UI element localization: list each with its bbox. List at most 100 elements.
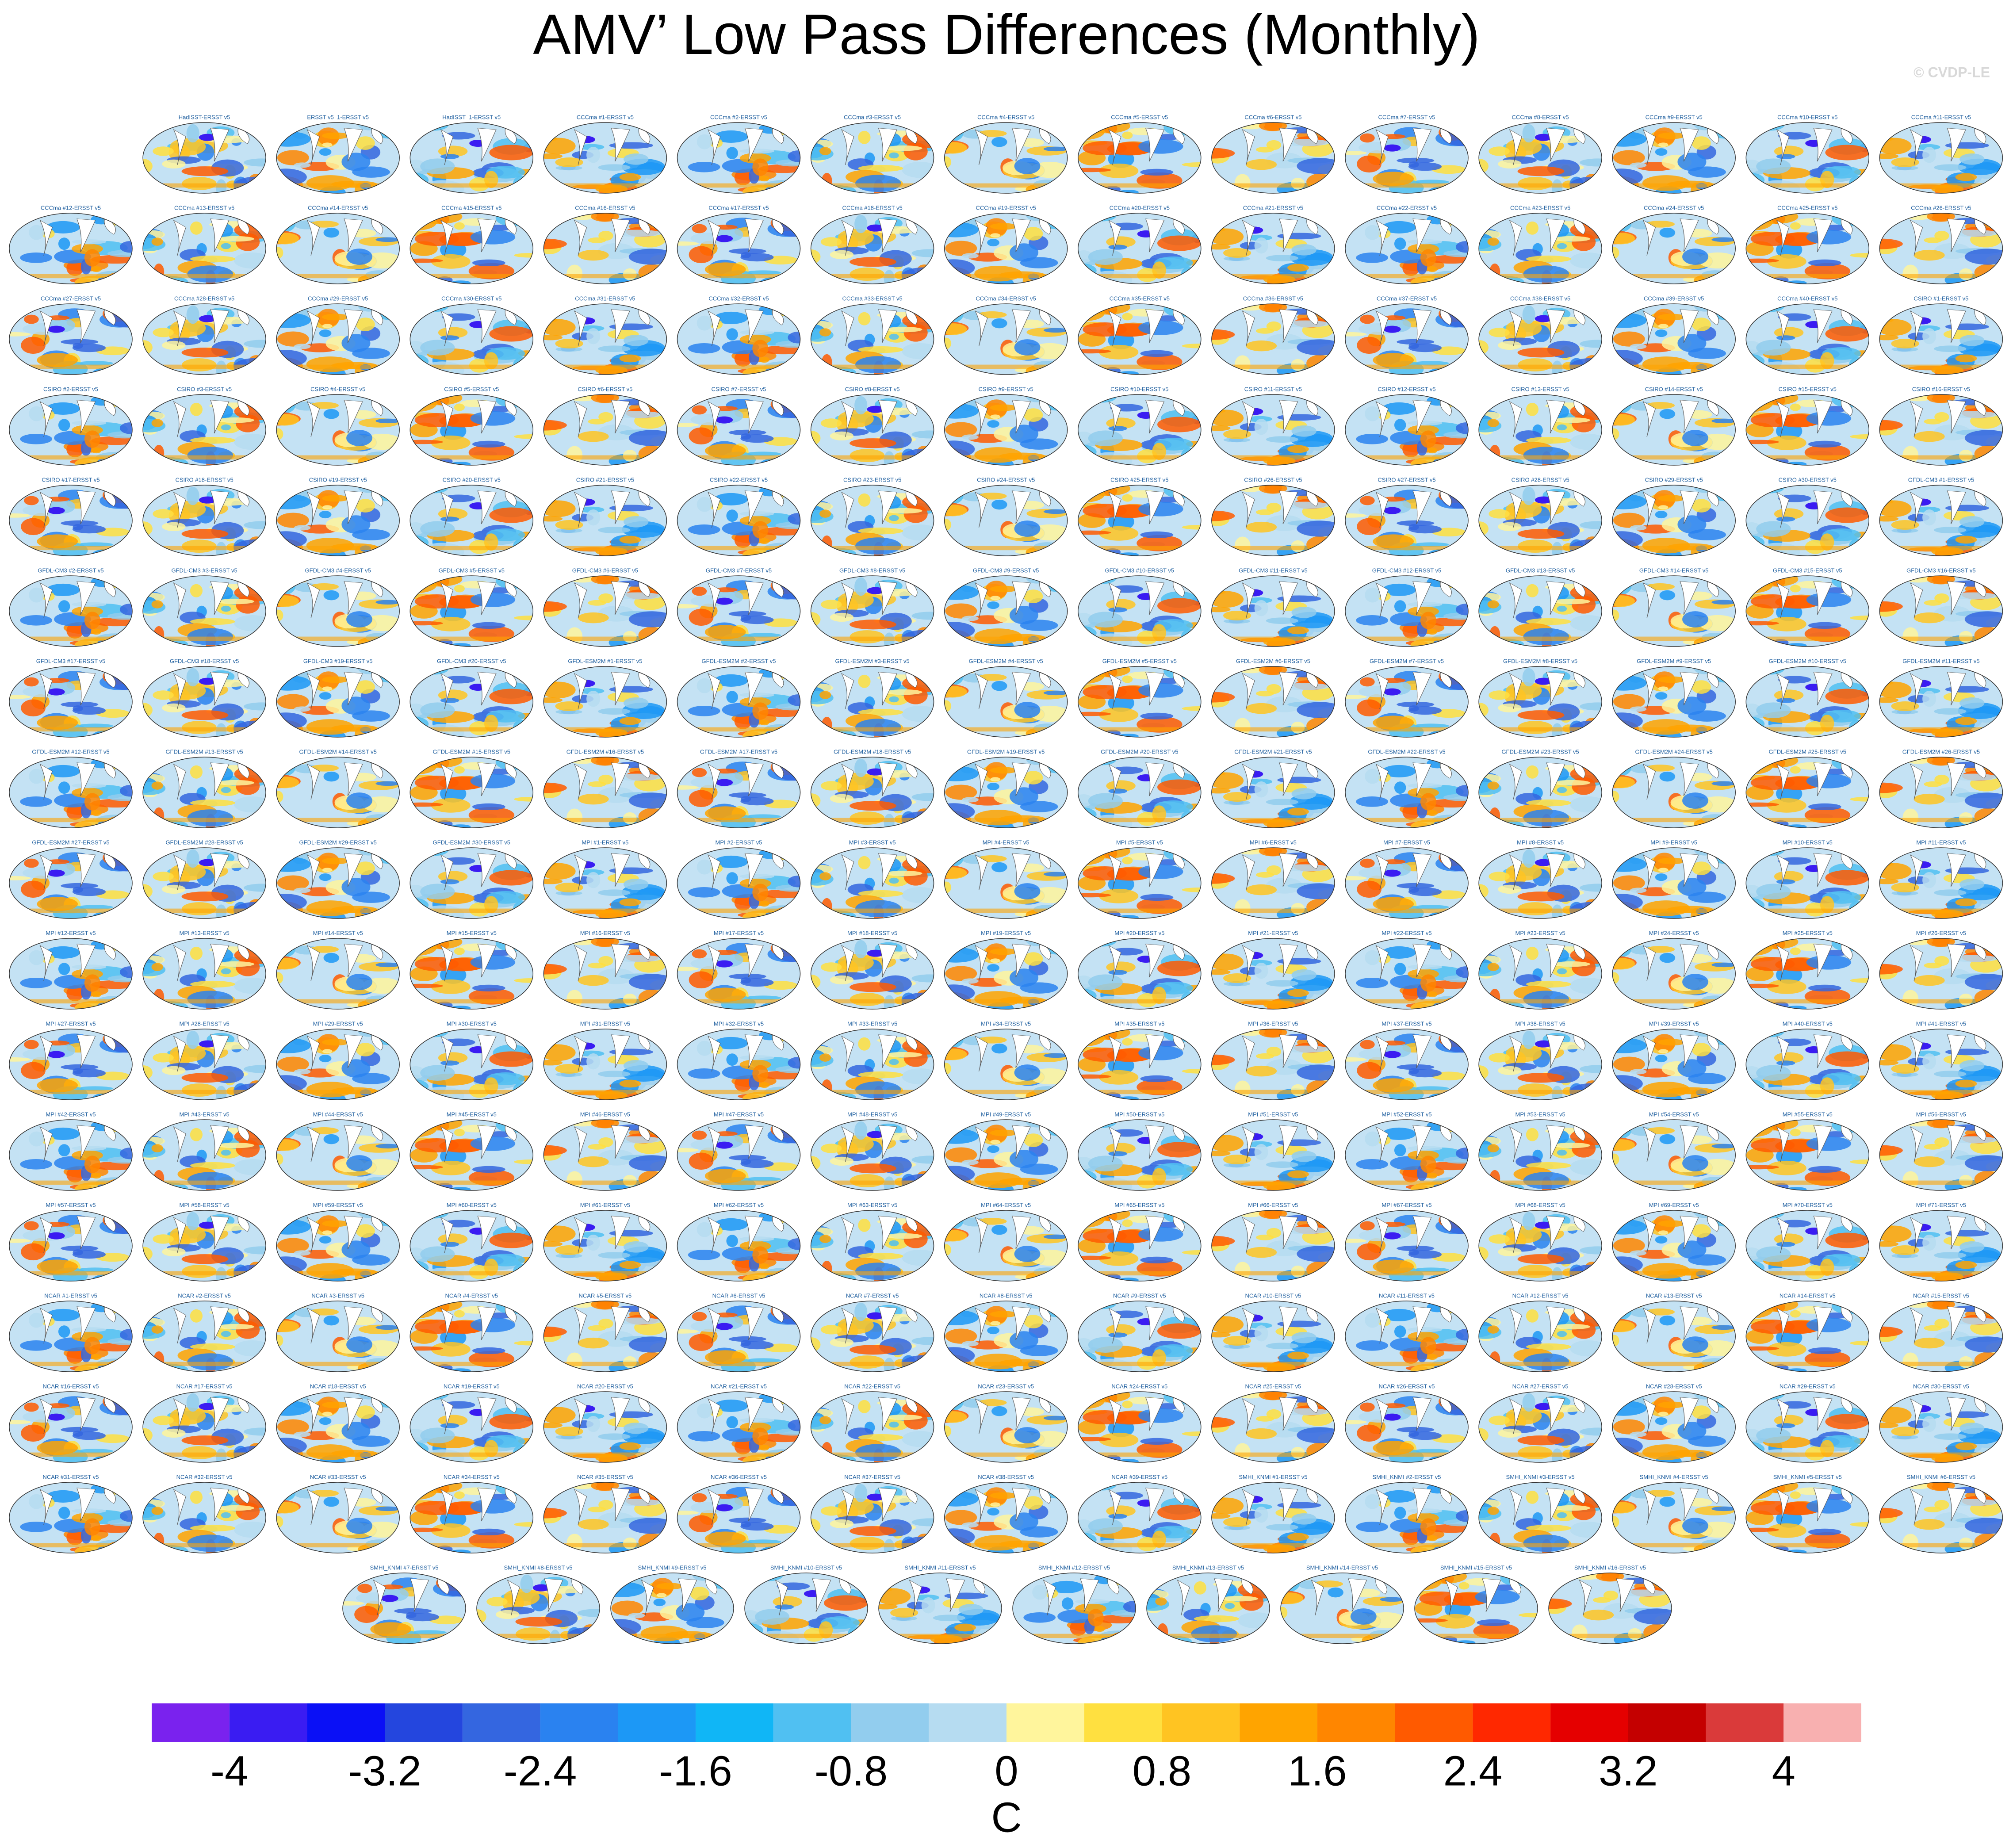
panel-title: GFDL-ESM2M #3-ERSST v5 <box>835 658 910 664</box>
map <box>9 1391 133 1463</box>
map-panel: MPI #58-ERSST v5 <box>142 1201 266 1282</box>
map <box>409 757 534 828</box>
map-panel: NCAR #29-ERSST v5 <box>1745 1383 1870 1463</box>
panel-title: NCAR #22-ERSST v5 <box>844 1383 900 1389</box>
map-panel: MPI #12-ERSST v5 <box>9 930 133 1010</box>
map-panel: CCCma #26-ERSST v5 <box>1879 204 2003 284</box>
panel-title: MPI #68-ERSST v5 <box>1515 1201 1565 1208</box>
map-panel: MPI #71-ERSST v5 <box>1879 1201 2003 1282</box>
map-panel: MPI #67-ERSST v5 <box>1345 1201 1469 1282</box>
map <box>944 1029 1068 1100</box>
map-panel: NCAR #12-ERSST v5 <box>1478 1292 1602 1372</box>
map-panel: SMHI_KNMI #16-ERSST v5 <box>1548 1564 1672 1644</box>
map-panel: MPI #10-ERSST v5 <box>1745 839 1870 919</box>
map-panel: SMHI_KNMI #11-ERSST v5 <box>878 1564 1002 1644</box>
panel-title: CCCma #20-ERSST v5 <box>1110 204 1170 211</box>
map <box>142 938 266 1010</box>
panel-title: CCCma #30-ERSST v5 <box>441 295 501 302</box>
map <box>944 757 1068 828</box>
map-panel: NCAR #5-ERSST v5 <box>543 1292 667 1372</box>
colorbar-box <box>1084 1703 1162 1742</box>
panel-title: CCCma #12-ERSST v5 <box>41 204 101 211</box>
panel-title: GFDL-CM3 #7-ERSST v5 <box>706 567 772 574</box>
map-panel: CSIRO #9-ERSST v5 <box>944 386 1068 466</box>
map <box>1078 1301 1202 1372</box>
map <box>1478 213 1602 284</box>
panel-title: GFDL-CM3 #15-ERSST v5 <box>1773 567 1842 574</box>
map-panel: CSIRO #4-ERSST v5 <box>276 386 400 466</box>
panel-title: MPI #19-ERSST v5 <box>981 930 1031 936</box>
panel-title: MPI #2-ERSST v5 <box>716 839 762 846</box>
panel-title: GFDL-ESM2M #24-ERSST v5 <box>1635 748 1713 755</box>
map <box>810 213 934 284</box>
map-panel: GFDL-ESM2M #2-ERSST v5 <box>677 658 801 738</box>
panel-title: NCAR #32-ERSST v5 <box>176 1473 233 1480</box>
map <box>810 1301 934 1372</box>
map <box>1211 1029 1335 1100</box>
panel-title: MPI #17-ERSST v5 <box>714 930 764 936</box>
map-panel: MPI #46-ERSST v5 <box>543 1111 667 1191</box>
map-panel: SMHI_KNMI #6-ERSST v5 <box>1879 1473 2003 1553</box>
map-panel: SMHI_KNMI #13-ERSST v5 <box>1146 1564 1270 1644</box>
map <box>1211 213 1335 284</box>
map-panel: MPI #4-ERSST v5 <box>944 839 1068 919</box>
map-panel: CCCma #36-ERSST v5 <box>1211 295 1335 375</box>
panel-title: GFDL-ESM2M #5-ERSST v5 <box>1102 658 1177 664</box>
panel-title: CCCma #7-ERSST v5 <box>1378 114 1435 120</box>
colorbar-tick-label: -0.8 <box>815 1747 888 1794</box>
map-panel: MPI #30-ERSST v5 <box>409 1020 534 1100</box>
panel-title: GFDL-ESM2M #22-ERSST v5 <box>1368 748 1445 755</box>
map-panel: CCCma #30-ERSST v5 <box>409 295 534 375</box>
map-panel: GFDL-CM3 #4-ERSST v5 <box>276 567 400 647</box>
panel-title: MPI #13-ERSST v5 <box>179 930 229 936</box>
panel-title: CSIRO #24-ERSST v5 <box>977 476 1035 483</box>
map-panel: MPI #55-ERSST v5 <box>1745 1111 1870 1191</box>
map <box>409 394 534 466</box>
map-panel: GFDL-ESM2M #19-ERSST v5 <box>944 748 1068 828</box>
map-panel: NCAR #30-ERSST v5 <box>1879 1383 2003 1463</box>
map <box>810 1119 934 1191</box>
panel-title: SMHI_KNMI #13-ERSST v5 <box>1172 1564 1244 1571</box>
map <box>1345 213 1469 284</box>
panel-title: MPI #20-ERSST v5 <box>1114 930 1164 936</box>
map-panel: CCCma #37-ERSST v5 <box>1345 295 1469 375</box>
map-panel: NCAR #4-ERSST v5 <box>409 1292 534 1372</box>
panel-title: MPI #53-ERSST v5 <box>1515 1111 1565 1117</box>
map <box>677 213 801 284</box>
map <box>1612 575 1736 647</box>
map-panel: GFDL-ESM2M #18-ERSST v5 <box>810 748 934 828</box>
map <box>1879 394 2003 466</box>
panel-title: GFDL-CM3 #19-ERSST v5 <box>303 658 373 664</box>
panel-title: NCAR #6-ERSST v5 <box>712 1292 765 1299</box>
map <box>1745 757 1870 828</box>
map <box>543 666 667 738</box>
map-panel: MPI #20-ERSST v5 <box>1078 930 1202 1010</box>
map-panel: SMHI_KNMI #10-ERSST v5 <box>744 1564 868 1644</box>
panel-title: CCCma #40-ERSST v5 <box>1777 295 1837 302</box>
map <box>543 394 667 466</box>
panel-title: MPI #42-ERSST v5 <box>46 1111 96 1117</box>
panel-title: CSIRO #7-ERSST v5 <box>711 386 766 392</box>
panel-title: CCCma #4-ERSST v5 <box>977 114 1034 120</box>
map <box>142 485 266 556</box>
panel-title: CCCma #16-ERSST v5 <box>575 204 635 211</box>
panel-title: MPI #10-ERSST v5 <box>1783 839 1833 846</box>
map-panel: NCAR #13-ERSST v5 <box>1612 1292 1736 1372</box>
panel-title: MPI #33-ERSST v5 <box>847 1020 897 1027</box>
map <box>1478 1391 1602 1463</box>
map-panel: MPI #36-ERSST v5 <box>1211 1020 1335 1100</box>
map-panel: SMHI_KNMI #8-ERSST v5 <box>476 1564 600 1644</box>
map <box>677 575 801 647</box>
map <box>543 757 667 828</box>
panel-title: CSIRO #10-ERSST v5 <box>1110 386 1168 392</box>
panel-title: NCAR #20-ERSST v5 <box>577 1383 633 1389</box>
panel-title: CSIRO #3-ERSST v5 <box>177 386 232 392</box>
map-panel: CSIRO #1-ERSST v5 <box>1879 295 2003 375</box>
map <box>276 847 400 919</box>
panel-title: CSIRO #25-ERSST v5 <box>1110 476 1168 483</box>
map <box>9 938 133 1010</box>
panel-title: GFDL-ESM2M #19-ERSST v5 <box>967 748 1045 755</box>
map <box>1146 1573 1270 1644</box>
panel-title: MPI #54-ERSST v5 <box>1649 1111 1699 1117</box>
map-panel: MPI #3-ERSST v5 <box>810 839 934 919</box>
